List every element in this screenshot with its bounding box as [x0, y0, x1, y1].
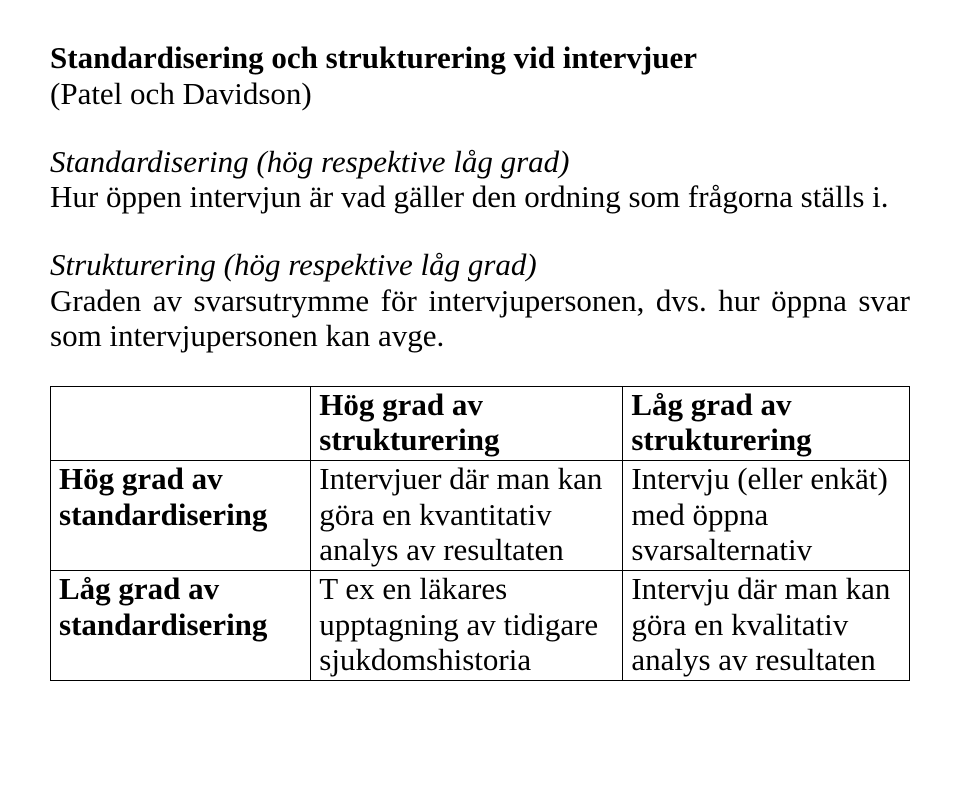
table-row: Låg grad av standardisering T ex en läka…: [51, 571, 910, 681]
standardisering-label: Standardisering (hög respektive låg grad…: [50, 144, 910, 180]
paragraph-strukturering: Strukturering (hög respektive låg grad) …: [50, 247, 910, 354]
table-row2-label: Låg grad av standardisering: [51, 571, 311, 681]
table-header-col3: Låg grad av strukturering: [623, 386, 910, 460]
page-title: Standardisering och strukturering vid in…: [50, 40, 910, 76]
paragraph-standardisering: Standardisering (hög respektive låg grad…: [50, 144, 910, 215]
table-row2-col2: T ex en läkares upptagning av tidigare s…: [311, 571, 623, 681]
table-row2-col3: Intervju där man kan göra en kvalitativ …: [623, 571, 910, 681]
matrix-table: Hög grad av strukturering Låg grad av st…: [50, 386, 910, 681]
table-header-empty: [51, 386, 311, 460]
strukturering-label: Strukturering (hög respektive låg grad): [50, 247, 910, 283]
table-row: Hög grad av standardisering Intervjuer d…: [51, 461, 910, 571]
standardisering-body: Hur öppen intervjun är vad gäller den or…: [50, 179, 910, 215]
table-header-col2: Hög grad av strukturering: [311, 386, 623, 460]
table-row1-label: Hög grad av standardisering: [51, 461, 311, 571]
table-row: Hög grad av strukturering Låg grad av st…: [51, 386, 910, 460]
table-row1-col3: Intervju (eller enkät) med öppna svarsal…: [623, 461, 910, 571]
strukturering-body: Graden av svarsutrymme för intervjuperso…: [50, 283, 910, 354]
page-subtitle: (Patel och Davidson): [50, 76, 910, 112]
table-row1-col2: Intervjuer där man kan göra en kvantitat…: [311, 461, 623, 571]
